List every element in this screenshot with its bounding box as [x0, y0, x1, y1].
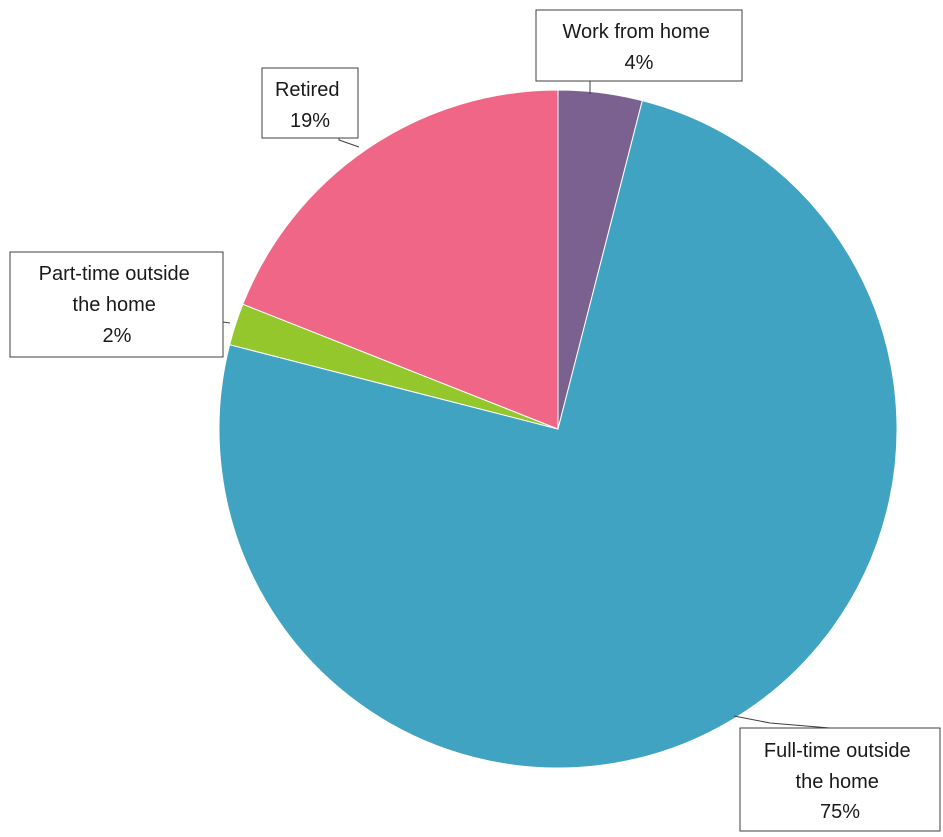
callout-value-work-from-home: 4% [625, 52, 654, 74]
leader-line-full-time [733, 715, 831, 729]
callout-label-work-from-home: Work from home 4% [562, 21, 715, 74]
callout-part-time: Part-time outside the home 2% [9, 251, 231, 358]
callout-work-from-home: Work from home 4% [535, 9, 743, 94]
callout-full-time: Full-time outside the home 75% [733, 715, 941, 832]
callout-category-retired: Retired [275, 79, 339, 101]
callout-category-part-time-line2: the home [73, 294, 156, 316]
pie-slice-full-time [218, 100, 898, 769]
callout-category-full-time-line1: Full-time outside [764, 740, 911, 762]
callout-box-part-time [9, 251, 224, 358]
callout-label-full-time: Full-time outside the home 75% [764, 740, 916, 823]
pie-slice-retired [242, 89, 559, 430]
callout-retired: Retired 19% [261, 67, 360, 148]
callout-value-retired: 19% [290, 110, 330, 132]
callout-box-full-time [739, 727, 941, 832]
callout-label-retired: Retired 19% [275, 79, 345, 132]
callout-box-work-from-home [535, 9, 743, 82]
callout-label-part-time: Part-time outside the home 2% [39, 263, 196, 347]
callout-value-part-time: 2% [103, 325, 132, 347]
callout-category-work-from-home: Work from home [562, 21, 709, 43]
callout-category-full-time-line2: the home [796, 771, 879, 793]
callout-category-part-time-line1: Part-time outside [39, 263, 190, 285]
callout-box-retired [261, 67, 359, 139]
pie-slices [218, 89, 898, 769]
callout-value-full-time: 75% [820, 801, 860, 823]
